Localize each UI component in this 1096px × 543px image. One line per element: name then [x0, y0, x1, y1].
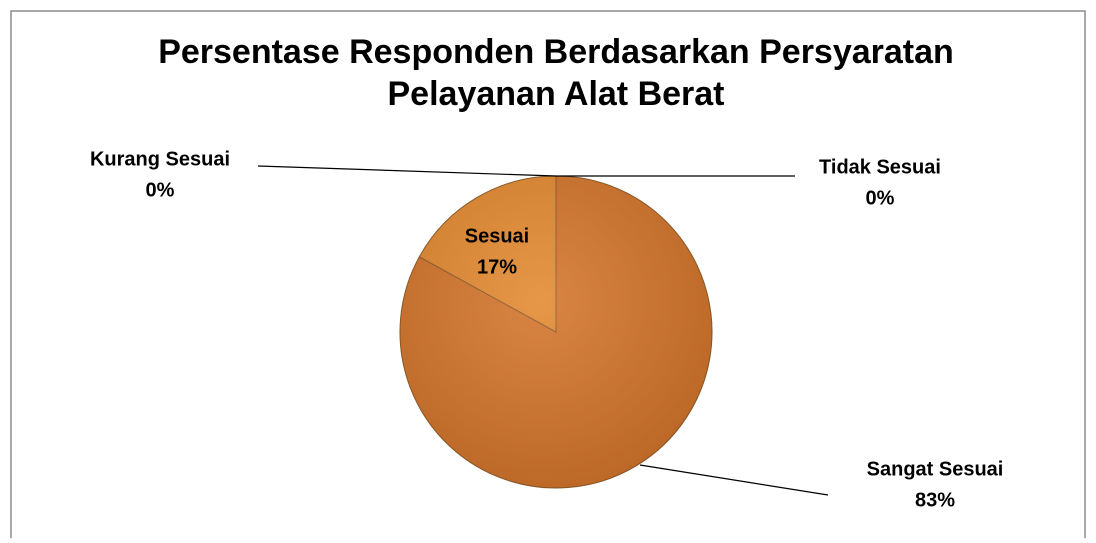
data-label-name: Sangat Sesuai: [867, 458, 1004, 480]
data-label-name: Kurang Sesuai: [90, 148, 230, 170]
leader-line: [257, 165, 557, 177]
chart-title: Persentase Responden Berdasarkan Persyar…: [158, 33, 954, 113]
data-label-value: 0%: [866, 187, 895, 209]
leader-line: [639, 464, 829, 496]
data-label-name: Tidak Sesuai: [819, 156, 941, 178]
data-label-value: 17%: [477, 256, 517, 278]
data-label-value: 83%: [915, 489, 955, 511]
data-label-name: Sesuai: [465, 225, 529, 247]
data-label-value: 0%: [146, 179, 175, 201]
